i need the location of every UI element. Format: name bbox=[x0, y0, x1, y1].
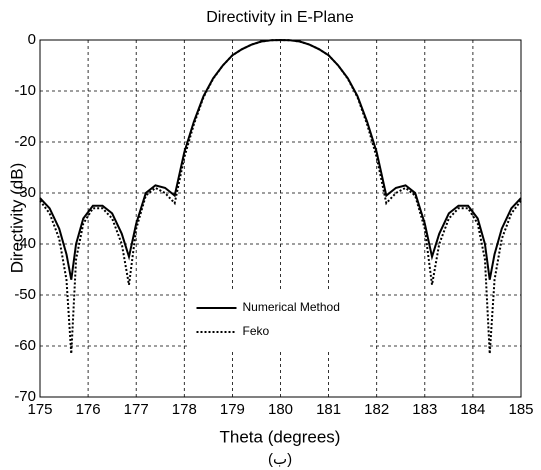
y-tick-label: -20 bbox=[14, 133, 36, 150]
y-tick-label: -30 bbox=[14, 184, 36, 201]
x-axis-label: Theta (degrees) bbox=[220, 427, 341, 446]
x-tick-label: 179 bbox=[220, 401, 245, 418]
x-tick-label: 176 bbox=[76, 401, 101, 418]
legend-box bbox=[188, 290, 369, 350]
y-tick-label: -40 bbox=[14, 235, 36, 252]
x-tick-label: 175 bbox=[27, 401, 52, 418]
legend-label: Numerical Method bbox=[243, 300, 340, 314]
x-tick-label: 182 bbox=[364, 401, 389, 418]
y-axis-label: Directivity (dB) bbox=[7, 163, 26, 274]
x-tick-label: 180 bbox=[268, 401, 293, 418]
legend-label: Feko bbox=[243, 324, 270, 338]
y-tick-label: 0 bbox=[28, 31, 36, 48]
x-tick-label: 185 bbox=[508, 401, 533, 418]
y-tick-label: -50 bbox=[14, 286, 36, 303]
series-line bbox=[39, 38, 522, 354]
y-tick-label: -70 bbox=[14, 388, 36, 405]
x-tick-label: 181 bbox=[316, 401, 341, 418]
y-tick-label: -60 bbox=[14, 337, 36, 354]
caption: (ب) bbox=[268, 451, 292, 468]
y-tick-label: -10 bbox=[14, 82, 36, 99]
x-tick-label: 183 bbox=[412, 401, 437, 418]
x-tick-label: 184 bbox=[460, 401, 485, 418]
x-tick-label: 178 bbox=[172, 401, 197, 418]
chart-title: Directivity in E-Plane bbox=[206, 9, 354, 26]
x-tick-label: 177 bbox=[124, 401, 149, 418]
